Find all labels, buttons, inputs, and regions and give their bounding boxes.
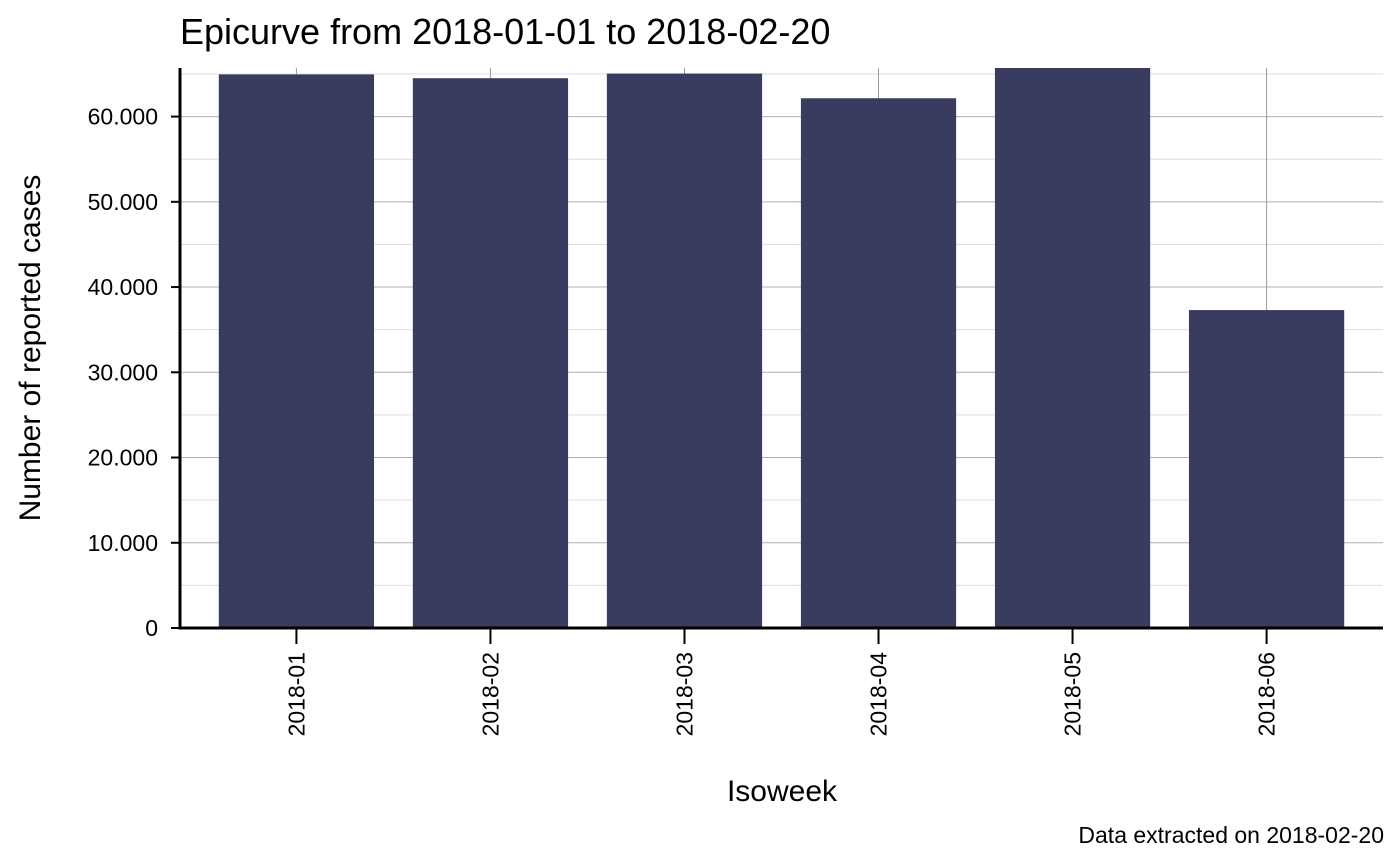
bar-2018-02 <box>412 78 569 628</box>
x-tick-label: 2018-06 <box>1254 652 1280 736</box>
y-axis-label: Number of reported cases <box>14 175 47 522</box>
bar-2018-06 <box>1188 310 1345 628</box>
bar-2018-03 <box>606 73 763 628</box>
x-axis-ticks: 2018-01 2018-02 2018-03 2018-04 2018-05 2018-… <box>283 628 1280 737</box>
x-axis-label: Isoweek <box>727 775 838 808</box>
x-tick-label: 2018-01 <box>283 652 309 736</box>
bars <box>218 68 1345 629</box>
bar-2018-04 <box>800 98 957 629</box>
bar-2018-05 <box>994 68 1151 628</box>
y-tick-label: 40.000 <box>88 274 158 300</box>
chart-title: Epicurve from 2018-01-01 to 2018-02-20 <box>180 11 830 52</box>
y-tick-label: 20.000 <box>88 445 158 471</box>
x-tick-label: 2018-02 <box>477 652 503 736</box>
x-tick-label: 2018-05 <box>1060 652 1086 736</box>
chart-caption: Data extracted on 2018-02-20 <box>1078 822 1384 848</box>
y-tick-label: 30.000 <box>88 359 158 385</box>
y-tick-label: 50.000 <box>88 189 158 215</box>
x-tick-label: 2018-04 <box>866 652 892 737</box>
y-tick-label: 60.000 <box>88 104 158 130</box>
y-tick-label: 0 <box>145 615 158 641</box>
y-axis-ticks: 0 10.000 20.000 30.000 40.000 50.000 60.000 <box>88 104 180 641</box>
y-tick-label: 10.000 <box>88 530 158 556</box>
bar-2018-01 <box>218 74 375 628</box>
x-tick-label: 2018-03 <box>671 652 697 736</box>
axes <box>178 68 1383 630</box>
